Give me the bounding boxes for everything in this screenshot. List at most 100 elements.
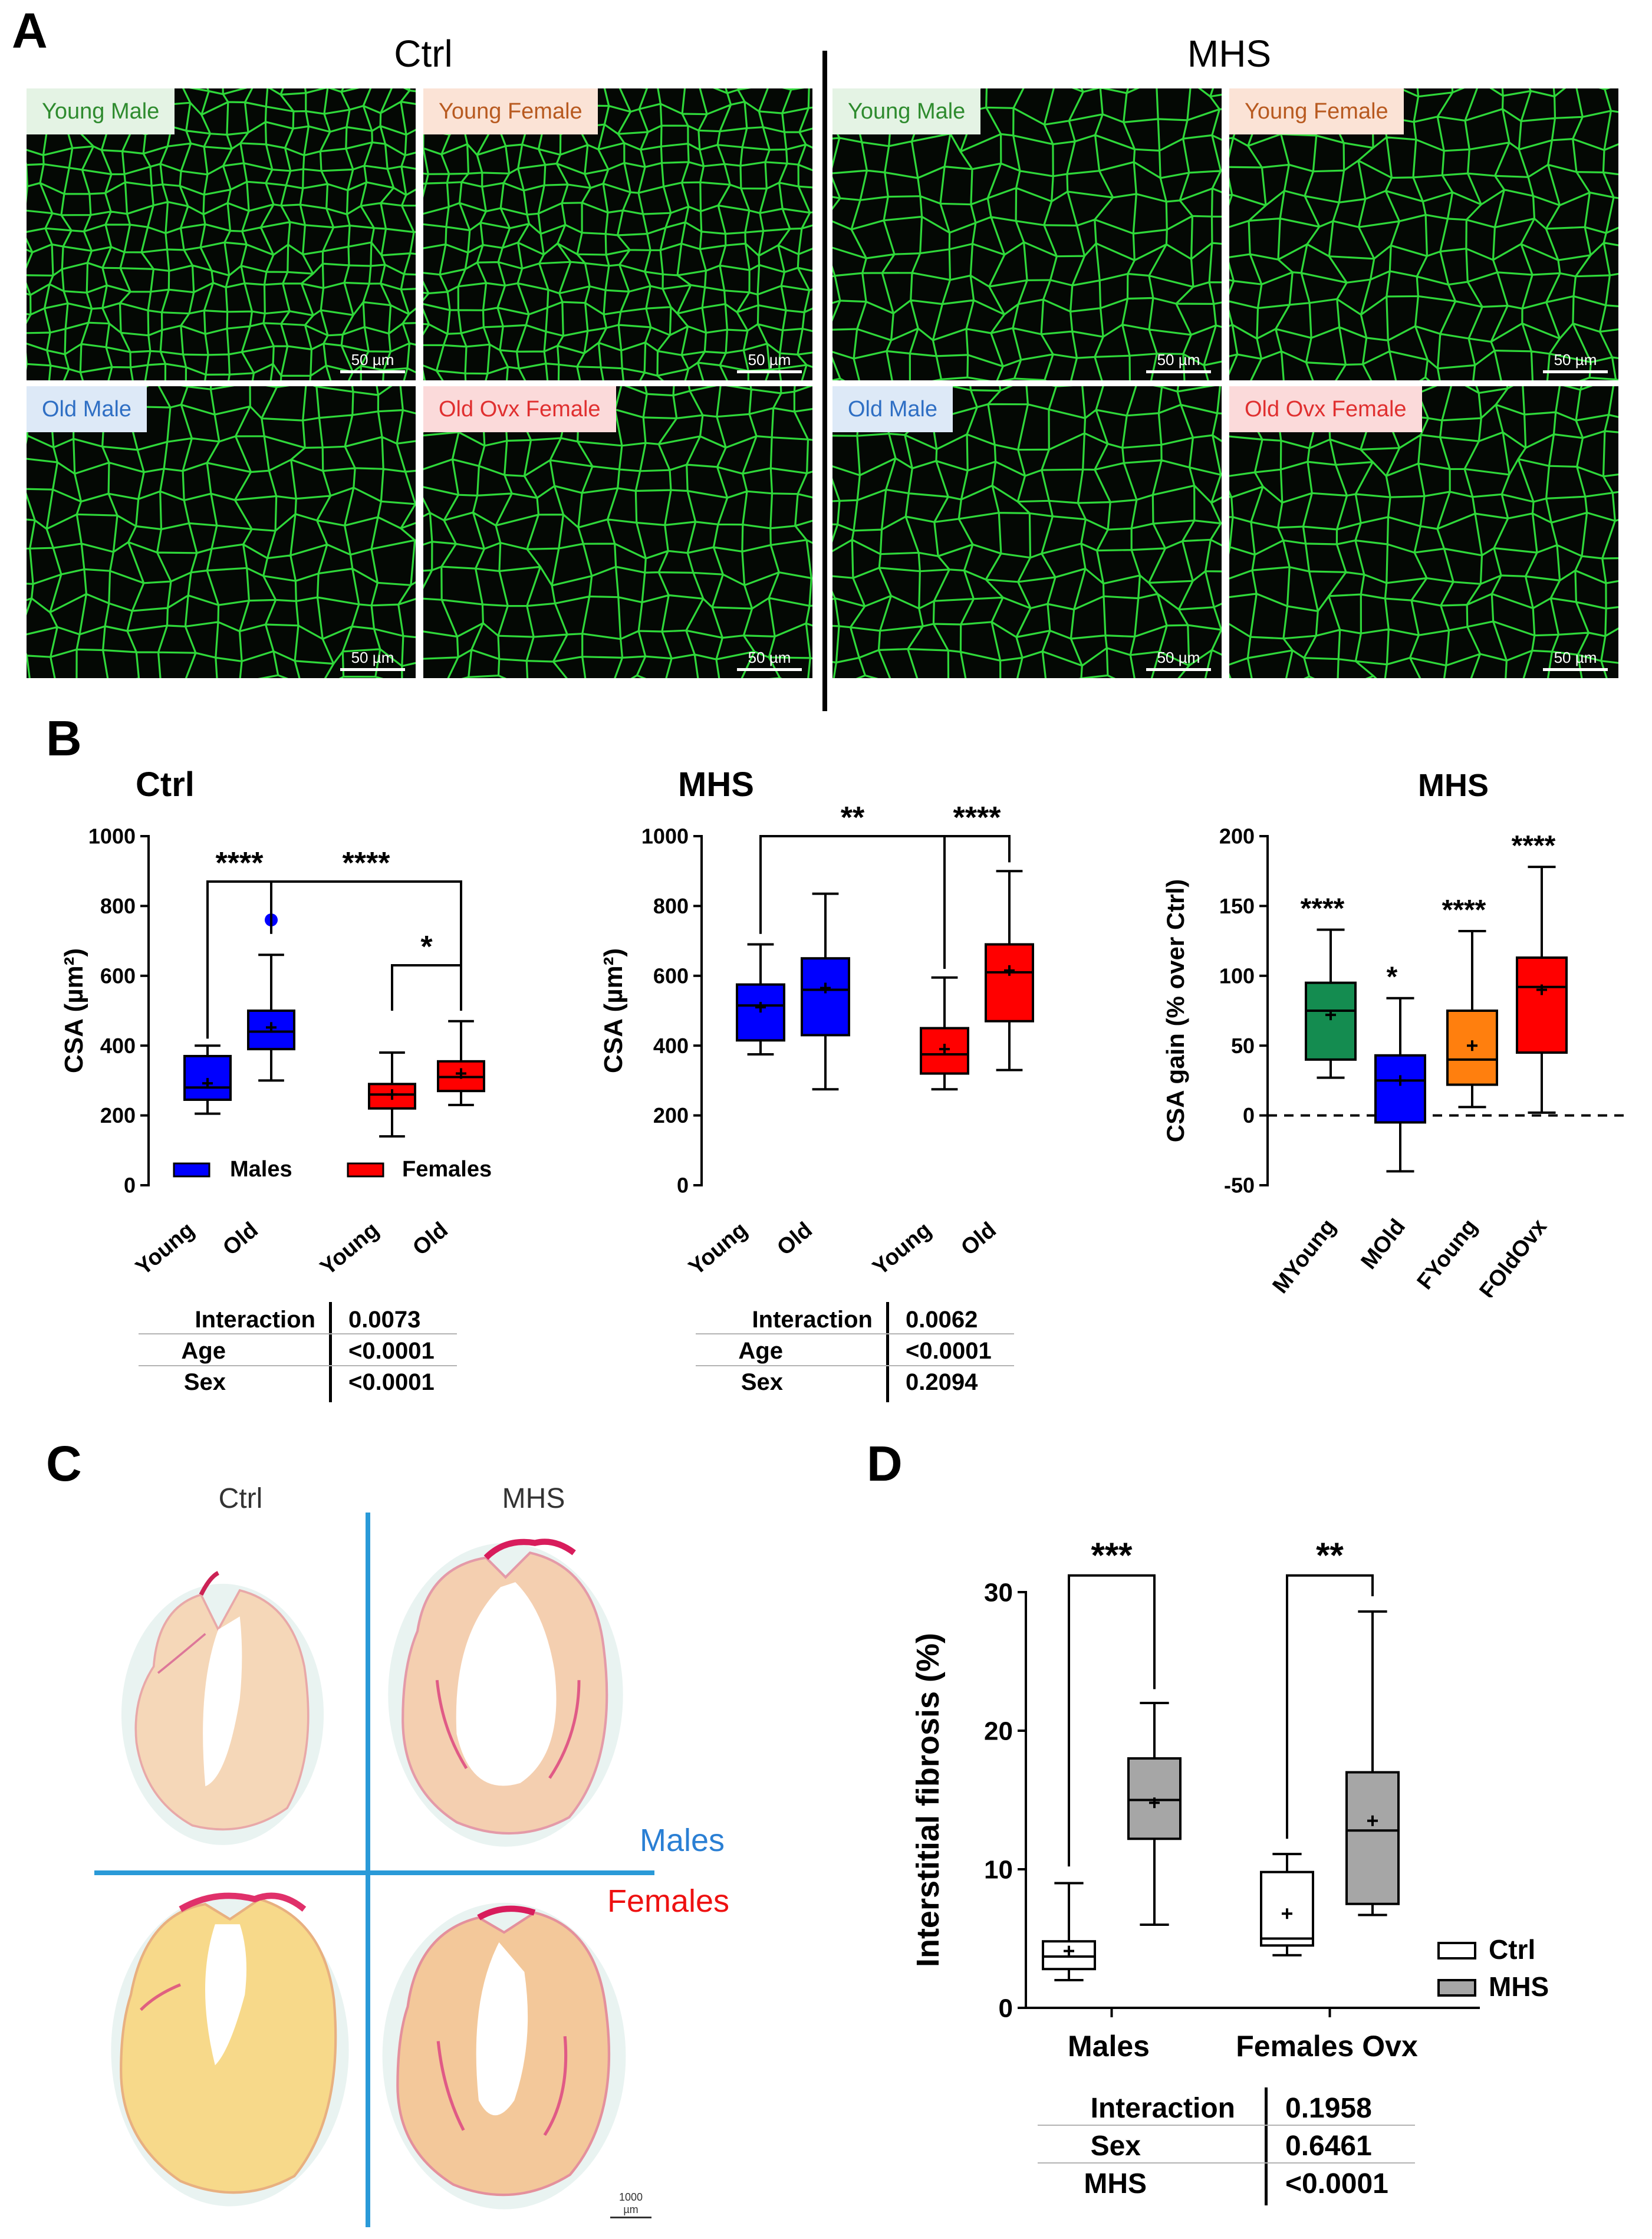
panel-c-mhs-label: MHS — [502, 1483, 565, 1514]
micrograph-old-male: Old Male 50 µm — [27, 386, 416, 678]
box-3 — [1345, 1610, 1400, 1916]
x-tick-label: Young — [868, 1218, 936, 1280]
legend-label: Females — [402, 1157, 492, 1182]
membrane-network — [1229, 88, 1618, 380]
scale-bar-text: 50 µm — [351, 351, 394, 369]
box-mean-marker — [456, 1068, 466, 1079]
y-tick-label: 400 — [100, 1034, 136, 1058]
box-3 — [985, 870, 1034, 1071]
stat-value: 0.0062 — [906, 1307, 978, 1333]
legend-swatch-mhs — [1437, 1979, 1476, 1997]
micrograph-young-male: Young Male 50 µm — [832, 88, 1222, 380]
micrograph-label: Young Male — [27, 88, 175, 134]
panel-c-females-label: Females — [607, 1883, 730, 1919]
micrograph-old-male: Old Male 50 µm — [832, 386, 1222, 678]
y-tick-label: 30 — [984, 1578, 1013, 1607]
box-mean-marker — [202, 1078, 213, 1089]
y-axis-label: CSA gain (% over Ctrl) — [1161, 879, 1189, 1143]
scale-bar: 50 µm — [1146, 351, 1211, 373]
heart-section-ctrl-male — [115, 1569, 330, 1852]
box-0 — [1042, 1882, 1096, 1981]
micrograph-label: Old Male — [832, 386, 953, 432]
box-mean-marker — [1536, 984, 1547, 995]
box-mean-marker — [1467, 1040, 1477, 1051]
y-tick-label: 10 — [984, 1855, 1013, 1884]
micrograph-old-ovx-female: Old Ovx Female 50 µm — [423, 386, 812, 678]
micrograph-label: Young Female — [423, 88, 598, 134]
stat-value: <0.0001 — [348, 1338, 435, 1364]
micrograph-label: Old Male — [27, 386, 147, 432]
x-tick-label: Old — [218, 1218, 263, 1261]
significance-label: **** — [953, 801, 1002, 835]
scale-bar: 50 µm — [1146, 649, 1211, 671]
box-mean-marker — [820, 982, 831, 994]
membrane-network — [832, 386, 1222, 678]
legend-label: Males — [230, 1157, 292, 1182]
stat-value: <0.0001 — [906, 1338, 992, 1364]
x-tick-label: FOldOvx — [1475, 1215, 1552, 1297]
scale-bar-text: 50 µm — [748, 649, 791, 666]
x-tick-label: Old — [408, 1218, 453, 1261]
box-iqr — [985, 943, 1034, 1022]
y-tick-label: 400 — [653, 1034, 689, 1058]
x-tick-label: MOld — [1357, 1215, 1411, 1274]
y-tick-label: 800 — [653, 894, 689, 918]
box-0 — [183, 1044, 232, 1115]
box-mean-marker — [1149, 1797, 1160, 1809]
panel-label-c: C — [46, 1436, 82, 1491]
scale-bar: 50 µm — [737, 649, 802, 671]
significance-label: ** — [1316, 1536, 1344, 1575]
box-mean-marker — [755, 1002, 766, 1013]
box-0 — [736, 943, 785, 1056]
y-tick-label: 0 — [677, 1173, 689, 1198]
stat-value: <0.0001 — [348, 1369, 435, 1395]
scale-bar-text: 50 µm — [351, 649, 394, 666]
stat-value: 0.0073 — [348, 1307, 421, 1333]
chart-title: MHS — [678, 765, 754, 804]
y-tick-label: 1000 — [88, 824, 136, 849]
box-2 — [368, 1051, 416, 1138]
y-tick-label: 0 — [124, 1173, 136, 1198]
significance-label: **** — [1442, 895, 1486, 926]
scale-bar-text: 50 µm — [748, 351, 791, 369]
box-1 — [1374, 997, 1426, 1173]
stat-name: Sex — [1090, 2130, 1141, 2162]
panel-c-scale-bar: 1000 µm — [610, 2191, 651, 2218]
x-tick-label: Females Ovx — [1236, 2030, 1418, 2063]
stats-table-b1: Interaction 0.0073 Age <0.0001 Sex <0.00… — [139, 1302, 457, 1402]
box-iqr — [1305, 981, 1357, 1061]
scale-bar-text: 50 µm — [1157, 649, 1200, 666]
micrograph-label: Young Female — [1229, 88, 1404, 134]
significance-bracket — [1068, 1574, 1156, 1867]
y-tick-label: 150 — [1219, 894, 1255, 918]
significance-label: *** — [1091, 1536, 1133, 1575]
panel-c-ctrl-label: Ctrl — [218, 1483, 263, 1514]
box-iqr — [1374, 1054, 1426, 1124]
x-tick-label: Young — [315, 1218, 383, 1280]
stat-name: Age — [181, 1338, 226, 1364]
scale-bar: 50 µm — [340, 351, 405, 373]
x-tick-label: Old — [772, 1218, 817, 1261]
stats-table-b2: Interaction 0.0062 Age <0.0001 Sex 0.209… — [696, 1302, 1014, 1402]
y-tick-label: 600 — [653, 964, 689, 988]
panel-c-males-label: Males — [640, 1823, 725, 1858]
significance-label: * — [1387, 962, 1398, 993]
scale-bar-text: 50 µm — [1157, 351, 1200, 369]
box-2 — [1446, 930, 1498, 1109]
y-axis-label: CSA (µm²) — [599, 948, 628, 1073]
chart-title: MHS — [1418, 768, 1489, 803]
scale-bar: 50 µm — [340, 649, 405, 671]
box-iqr — [1345, 1771, 1400, 1905]
membrane-network — [423, 88, 812, 380]
scale-bar: 50 µm — [737, 351, 802, 373]
significance-bracket — [943, 835, 1011, 969]
y-tick-label: 100 — [1219, 964, 1255, 988]
x-tick-label: Young — [131, 1218, 199, 1280]
x-tick-label: Males — [1068, 2030, 1150, 2063]
box-mean-marker — [1367, 1815, 1378, 1826]
legend-label: MHS — [1489, 1971, 1549, 2002]
significance-bracket — [391, 964, 462, 1011]
significance-bracket — [1286, 1574, 1374, 1839]
heart-section-ctrl-female — [106, 1884, 354, 2211]
